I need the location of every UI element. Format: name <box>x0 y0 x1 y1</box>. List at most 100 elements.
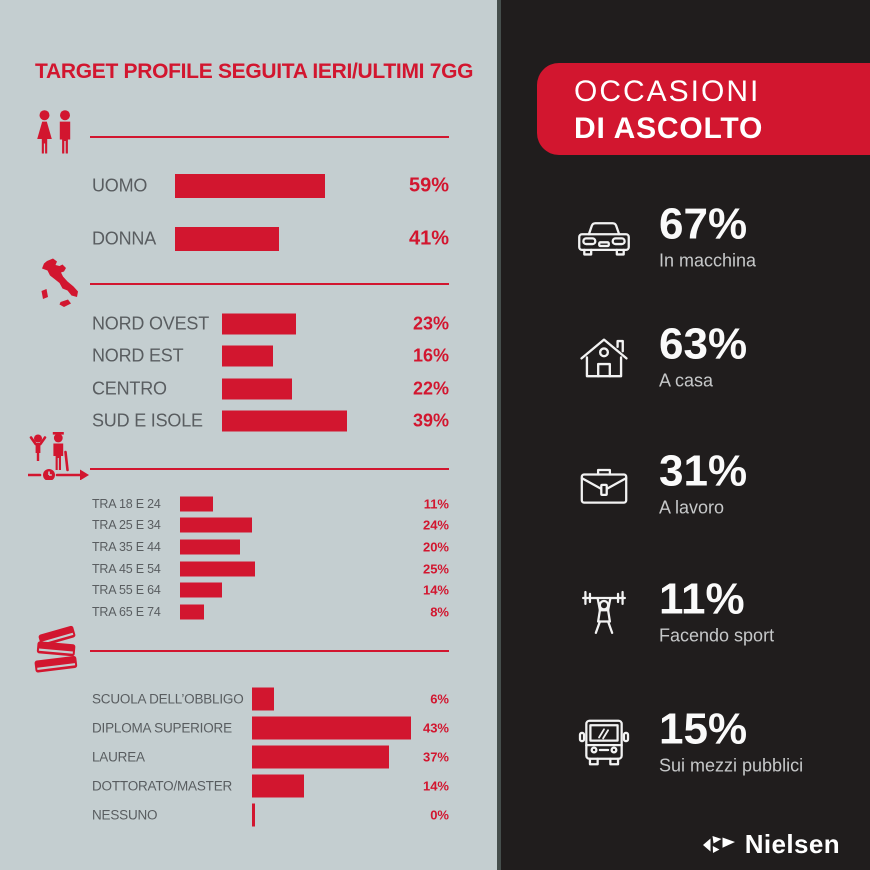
occasion-percent: 11% <box>659 574 745 624</box>
bar <box>180 561 255 577</box>
occasioni-panel: OCCASIONI DI ASCOLTO 67% In macchina <box>501 0 870 870</box>
section-divider <box>90 136 449 138</box>
bar-label: LAUREA <box>92 749 145 764</box>
section-divider <box>90 283 449 285</box>
occasioni-header: OCCASIONI DI ASCOLTO <box>537 63 870 155</box>
bar-row: TRA 25 E 34 24% <box>92 515 449 537</box>
bar <box>180 582 222 598</box>
bar-label: NESSUNO <box>92 807 158 822</box>
bar-value: 43% <box>422 720 449 735</box>
bar-row: SUD E ISOLE 39% <box>92 405 449 437</box>
region-bars: NORD OVEST 23% NORD EST 16% CENTRO 22% SUD E I… <box>92 308 449 437</box>
house-icon <box>571 321 637 393</box>
bar <box>252 774 304 797</box>
bar-value: 59% <box>408 174 449 196</box>
bar-value: 14% <box>422 778 449 793</box>
bar-value: 41% <box>408 227 449 249</box>
occasion-percent: 67% <box>659 199 748 249</box>
bar-row: DONNA 41% <box>92 212 449 265</box>
education-bars: SCUOLA DELL’OBBLIGO 6% DIPLOMA SUPERIORE 43… <box>92 684 449 829</box>
bar-value: 20% <box>422 539 449 555</box>
bar-value: 14% <box>422 582 449 598</box>
age-icon <box>28 432 90 480</box>
bar-value: 25% <box>422 561 449 577</box>
panel-divider <box>497 0 501 870</box>
bar-value: 22% <box>412 378 449 399</box>
bar-label: NORD EST <box>92 345 184 366</box>
bar-label: SCUOLA DELL’OBBLIGO <box>92 691 244 706</box>
occasion-item: 31% A lavoro <box>501 448 870 520</box>
bar-value: 6% <box>430 691 449 706</box>
bar-label: TRA 18 E 24 <box>92 496 161 511</box>
age-bars: TRA 18 E 24 11% TRA 25 E 34 24% TRA 35 E 44 2… <box>92 493 449 623</box>
books-icon <box>30 624 86 680</box>
bar-row: NORD EST 16% <box>92 340 449 372</box>
bar <box>252 745 389 768</box>
bar-label: DIPLOMA SUPERIORE <box>92 720 232 735</box>
occasion-label: In macchina <box>659 250 757 271</box>
bar-row: DOTTORATO/MASTER 14% <box>92 771 449 800</box>
bar-label: NORD OVEST <box>92 313 210 334</box>
occasion-percent: 63% <box>659 319 748 369</box>
bar-value: 37% <box>422 749 449 764</box>
bus-icon <box>571 706 637 778</box>
nielsen-wordmark: Nielsen <box>744 829 840 859</box>
bar-label: SUD E ISOLE <box>92 410 203 431</box>
bar-value: 24% <box>422 517 449 533</box>
page-title: TARGET PROFILE SEGUITA IERI/ULTIMI 7GG <box>35 60 474 83</box>
bar-row: UOMO 59% <box>92 159 449 212</box>
weightlifter-icon <box>571 576 637 648</box>
header-line1: OCCASIONI <box>574 75 761 108</box>
header-line2: DI ASCOLTO <box>574 112 764 145</box>
bar <box>175 226 280 251</box>
bar <box>180 517 252 533</box>
bar <box>222 345 274 367</box>
bar-label: TRA 55 E 64 <box>92 583 161 598</box>
bar-label: TRA 25 E 34 <box>92 518 161 533</box>
bar-row: NESSUNO 0% <box>92 800 449 829</box>
bar-row: TRA 35 E 44 20% <box>92 536 449 558</box>
occasion-item: 15% Sui mezzi pubblici <box>501 706 870 778</box>
bar-label: UOMO <box>92 175 148 195</box>
bar-label: TRA 35 E 44 <box>92 539 161 554</box>
car-icon <box>571 201 637 273</box>
bar-label: DOTTORATO/MASTER <box>92 778 233 793</box>
bar-value: 0% <box>430 807 449 822</box>
bar-row: NORD OVEST 23% <box>92 308 449 340</box>
bar <box>222 378 293 400</box>
occasion-label: A lavoro <box>659 497 725 518</box>
bar <box>252 716 412 739</box>
bar-row: CENTRO 22% <box>92 373 449 405</box>
bar-label: DONNA <box>92 228 157 248</box>
bar-value: 16% <box>412 345 449 366</box>
bar <box>252 687 275 710</box>
occasion-percent: 31% <box>659 446 748 496</box>
bar <box>180 539 240 555</box>
occasion-label: Facendo sport <box>659 625 775 646</box>
occasion-item: 63% A casa <box>501 321 870 393</box>
bar-row: LAUREA 37% <box>92 742 449 771</box>
bar-value: 23% <box>412 313 449 334</box>
bar-value: 8% <box>430 604 449 620</box>
nielsen-logo: Nielsen <box>702 829 840 860</box>
bar <box>175 173 325 198</box>
bar-value: 39% <box>412 410 449 431</box>
occasion-item: 11% Facendo sport <box>501 576 870 648</box>
section-divider <box>90 650 449 652</box>
bar-value: 11% <box>423 496 449 512</box>
bar-row: DIPLOMA SUPERIORE 43% <box>92 713 449 742</box>
section-divider <box>90 468 449 470</box>
occasion-item: 67% In macchina <box>501 201 870 273</box>
nielsen-logo-mark <box>702 835 736 855</box>
bar-label: TRA 45 E 54 <box>92 561 161 576</box>
bar <box>252 803 255 826</box>
occasion-percent: 15% <box>659 704 748 754</box>
bar-row: TRA 45 E 54 25% <box>92 558 449 580</box>
target-profile-panel: TARGET PROFILE SEGUITA IERI/ULTIMI 7GG U… <box>0 0 497 870</box>
italy-map-icon <box>32 258 82 312</box>
bar-row: TRA 18 E 24 11% <box>92 493 449 515</box>
bar <box>180 604 204 620</box>
bar <box>222 410 347 432</box>
bar-row: TRA 55 E 64 14% <box>92 579 449 601</box>
